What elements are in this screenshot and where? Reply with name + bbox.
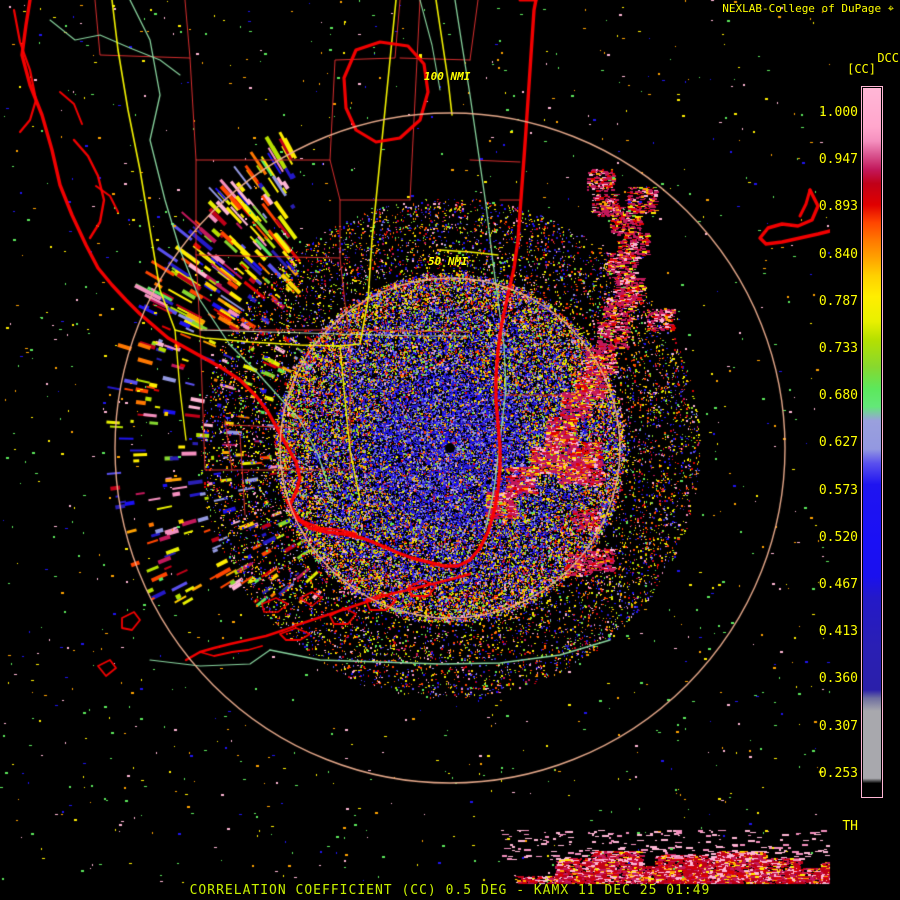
colorbar-tick-9: 0.520	[818, 529, 858, 545]
colorbar-tick-1: 0.947	[818, 152, 858, 168]
colorbar-tick-6: 0.680	[818, 388, 858, 404]
colorbar-tick-0: 1.000	[818, 105, 858, 120]
status-text: CORRELATION COEFFICIENT (CC) 0.5 DEG - K…	[189, 883, 711, 898]
colorbar-tick-13: 0.307	[818, 718, 858, 734]
colorbar-tick-5: 0.733	[818, 341, 858, 356]
colorbar-units-label: [CC]	[847, 62, 876, 76]
colorbar-tick-12: 0.360	[818, 671, 858, 687]
colorbar-tick-2: 0.893	[818, 199, 858, 215]
colorbar-tick-labels: 1.000 0.947 0.893 0.840 0.787 0.733 0.680 0.627…	[780, 80, 858, 833]
colorbar-tick-11: 0.413	[818, 624, 858, 640]
colorbar-tick-8: 0.573	[818, 482, 858, 498]
status-bar: CORRELATION COEFFICIENT (CC) 0.5 DEG - K…	[0, 882, 900, 900]
colorbar-tick-14: 0.253	[818, 765, 858, 781]
colorbar-tick-3: 0.840	[818, 246, 858, 262]
colorbar[interactable]	[861, 86, 883, 798]
colorbar-product-label: DCC	[877, 51, 899, 65]
colorbar-tick-7: 0.627	[818, 435, 858, 451]
colorbar-gradient	[863, 88, 881, 796]
colorbar-tick-4: 0.787	[818, 293, 858, 309]
colorbar-tick-10: 0.467	[818, 577, 858, 592]
credit-label: NEXLAB-College of DuPage ⌖	[722, 2, 894, 15]
range-ring-label-100: 100 NMI	[424, 70, 471, 83]
colorbar-threshold-label: TH	[842, 819, 858, 834]
range-ring-label-50: 50 NMI	[428, 255, 468, 268]
